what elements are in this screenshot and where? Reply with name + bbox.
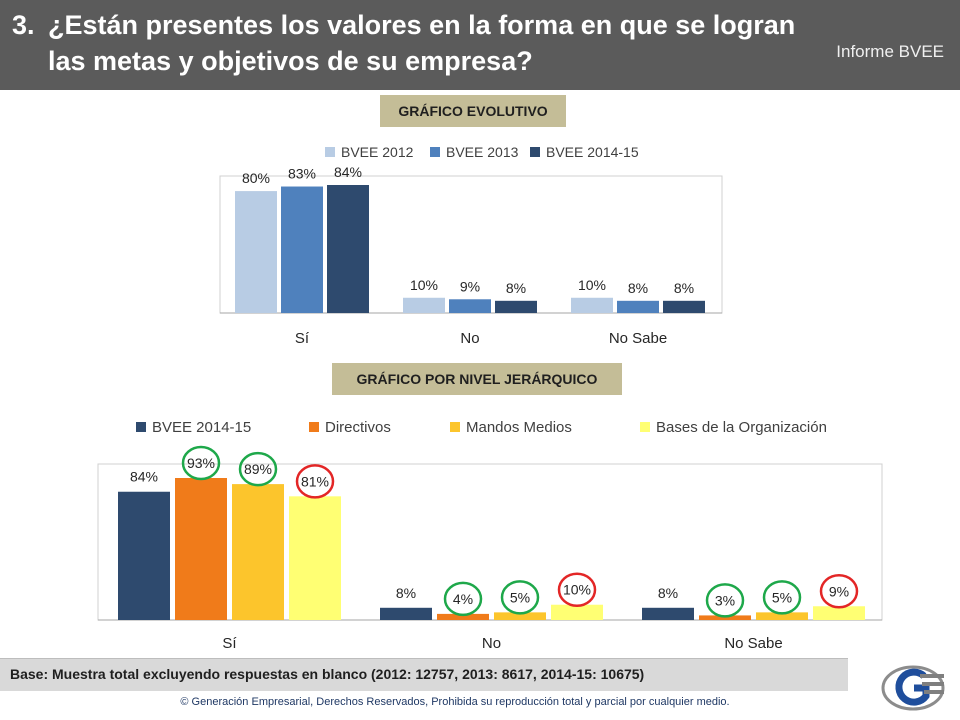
legend-swatch-bvee-2012 [325, 147, 335, 157]
ge-logo-icon [881, 665, 945, 711]
bar-directivos-si [175, 478, 227, 620]
legend-label-mandos-medios: Mandos Medios [466, 419, 572, 436]
legend-label-bvee-2012: BVEE 2012 [341, 144, 414, 160]
brand-label: Informe BVEE [836, 42, 944, 61]
bar-bvee-2014-15-no [495, 300, 537, 313]
bar-bases-de-la-organizacion-si [289, 496, 341, 620]
highlight-circle-directivos-si [181, 445, 221, 481]
highlight-circle-directivos-no-sabe [705, 583, 745, 618]
bar-bvee-2014-15-no [380, 607, 432, 620]
data-label-bases-de-la-organizacion-no-sabe: 9% [829, 583, 849, 599]
data-label-bvee-2013-si: 83% [288, 166, 316, 182]
data-label-bvee-2014-15-no-sabe: 8% [658, 585, 678, 601]
highlight-circle-bases-de-la-organizacion-si [295, 464, 335, 499]
category-label-si: Sí [295, 330, 310, 347]
bar-bvee-2012-no [403, 297, 445, 313]
data-label-mandos-medios-no-sabe: 5% [772, 589, 792, 605]
question-title-line1: ¿Están presentes los valores en la forma… [48, 10, 796, 40]
base-note-bar: Base: Muestra total excluyendo respuesta… [0, 658, 848, 691]
legend-swatch-bvee-2014-15 [530, 147, 540, 157]
highlight-circle-mandos-medios-no-sabe [762, 580, 802, 615]
legend-label-directivos: Directivos [325, 419, 391, 436]
legend-swatch-bvee-2013 [430, 147, 440, 157]
data-label-bvee-2014-15-no: 8% [396, 585, 416, 601]
legend-label-bvee-2013: BVEE 2013 [446, 144, 519, 160]
data-label-directivos-no: 4% [453, 591, 473, 607]
base-note: Base: Muestra total excluyendo respuesta… [10, 666, 645, 682]
section-title-jerarquico: GRÁFICO POR NIVEL JERÁRQUICO [332, 363, 622, 395]
bar-bvee-2014-15-no-sabe [642, 607, 694, 620]
category-label-no-sabe: No Sabe [609, 330, 667, 347]
data-label-bvee-2014-15-no-sabe: 8% [674, 280, 694, 296]
legend-swatch-mandos-medios [450, 422, 460, 432]
bar-mandos-medios-no-sabe [756, 612, 808, 620]
bar-bvee-2013-si [281, 186, 323, 313]
legend-label-bases-de-la-organizacion: Bases de la Organización [656, 419, 827, 436]
data-label-bases-de-la-organizacion-no: 10% [563, 582, 591, 598]
bar-mandos-medios-si [232, 484, 284, 620]
bar-directivos-no-sabe [699, 615, 751, 620]
data-label-directivos-no-sabe: 3% [715, 592, 735, 608]
legend-label-bvee-2014-15: BVEE 2014-15 [152, 419, 251, 436]
slide-header: 3. ¿Están presentes los valores en la fo… [0, 0, 960, 90]
data-label-mandos-medios-no: 5% [510, 589, 530, 605]
legend-swatch-directivos [309, 422, 319, 432]
data-label-bvee-2013-no: 9% [460, 278, 480, 294]
data-label-bvee-2012-no: 10% [410, 277, 438, 293]
highlight-circle-directivos-no [443, 581, 483, 617]
category-label-no: No [482, 635, 501, 652]
bar-directivos-no [437, 613, 489, 620]
data-label-bvee-2013-no-sabe: 8% [628, 280, 648, 296]
highlight-circle-mandos-medios-no [500, 580, 540, 615]
bar-bvee-2012-si [235, 191, 277, 313]
data-label-mandos-medios-si: 89% [244, 461, 272, 477]
data-label-bvee-2012-si: 80% [242, 170, 270, 186]
bar-bvee-2014-15-si [118, 491, 170, 620]
data-label-bvee-2014-15-si: 84% [130, 469, 158, 485]
category-label-no: No [460, 330, 479, 347]
question-title-line2: las metas y objetivos de su empresa? [48, 46, 533, 76]
bar-bvee-2012-no-sabe [571, 297, 613, 313]
legend-swatch-bvee-2014-15 [136, 422, 146, 432]
bar-bvee-2013-no [449, 299, 491, 313]
legend-label-bvee-2014-15: BVEE 2014-15 [546, 144, 639, 160]
bar-mandos-medios-no [494, 612, 546, 620]
bar-bvee-2014-15-no-sabe [663, 300, 705, 313]
data-label-bases-de-la-organizacion-si: 81% [301, 473, 329, 489]
category-label-si: Sí [222, 635, 237, 652]
bar-bases-de-la-organizacion-no [551, 604, 603, 620]
question-number: 3. [12, 10, 35, 40]
copyright-text: © Generación Empresarial, Derechos Reser… [180, 696, 730, 708]
bar-bvee-2014-15-si [327, 185, 369, 313]
bar-bases-de-la-organizacion-no-sabe [813, 606, 865, 620]
legend-swatch-bases-de-la-organizacion [640, 422, 650, 432]
data-label-bvee-2014-15-si: 84% [334, 164, 362, 180]
data-label-bvee-2012-no-sabe: 10% [578, 277, 606, 293]
highlight-circle-bases-de-la-organizacion-no [557, 572, 597, 607]
category-label-no-sabe: No Sabe [724, 635, 782, 652]
bar-bvee-2013-no-sabe [617, 300, 659, 313]
section-title-evolutivo: GRÁFICO EVOLUTIVO [380, 95, 566, 127]
data-label-directivos-si: 93% [187, 455, 215, 471]
highlight-circle-bases-de-la-organizacion-no-sabe [819, 574, 859, 609]
highlight-circle-mandos-medios-si [238, 451, 278, 487]
data-label-bvee-2014-15-no: 8% [506, 280, 526, 296]
